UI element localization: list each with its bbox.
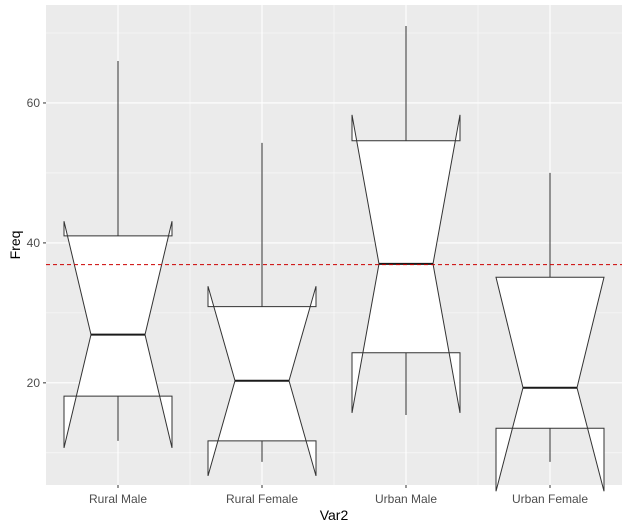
x-axis-title: Var2 <box>320 507 349 523</box>
box-rural-female <box>207 142 317 477</box>
y-tick-label: 40 <box>27 236 41 250</box>
box-body <box>495 276 605 492</box>
y-tick-label: 20 <box>27 376 41 390</box>
x-tick-label: Urban Male <box>375 492 437 506</box>
x-axis: Rural Male Rural Female Urban Male Urban Fe… <box>89 485 588 506</box>
x-tick-label: Urban Female <box>512 492 588 506</box>
box-rural-male <box>63 60 173 449</box>
y-axis-title: Freq <box>7 231 23 260</box>
x-tick-label: Rural Female <box>226 492 298 506</box>
boxes-layer <box>63 25 605 492</box>
x-tick-label: Rural Male <box>89 492 147 506</box>
y-axis: 20 40 60 <box>27 96 46 390</box>
y-tick-label: 60 <box>27 96 41 110</box>
box-urban-male <box>351 25 461 416</box>
box-urban-female <box>495 172 605 492</box>
